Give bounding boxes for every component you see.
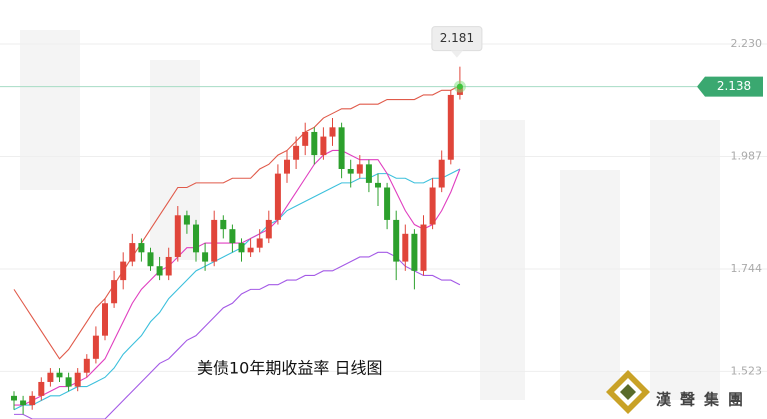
logo: 漢聲集團 <box>606 370 752 414</box>
candle-body <box>29 395 36 406</box>
candle-body <box>347 168 354 174</box>
candle-body <box>311 131 318 156</box>
candle-body <box>74 372 81 387</box>
logo-text: 漢聲集團 <box>656 391 752 409</box>
candle-body <box>65 377 72 387</box>
candle-body <box>47 372 54 382</box>
candle-body <box>56 372 63 378</box>
candle-body <box>165 256 172 276</box>
candle-body <box>384 187 391 220</box>
plot: 2.181 <box>0 26 767 419</box>
candle-body <box>320 136 327 156</box>
indicator-line <box>14 149 461 406</box>
candle-body <box>102 303 108 336</box>
candle-body <box>274 173 281 220</box>
candle-body <box>429 187 436 225</box>
building <box>20 30 80 190</box>
candle-body <box>183 215 190 225</box>
price-dot <box>456 83 463 90</box>
building <box>560 170 620 400</box>
candle-body <box>375 182 381 188</box>
building <box>650 120 720 400</box>
candle-body <box>238 243 245 253</box>
candle-body <box>365 164 372 183</box>
candle-body <box>293 145 300 160</box>
candle-body <box>156 266 163 276</box>
y-tick-label: 1.987 <box>731 149 763 162</box>
candle-body <box>20 400 27 406</box>
price-tag <box>697 76 763 97</box>
candle-body <box>92 335 99 359</box>
candle-body <box>402 233 409 262</box>
candle-body <box>247 247 254 253</box>
candle-body <box>393 219 400 262</box>
candle-body <box>356 164 363 174</box>
candle-body <box>265 219 272 239</box>
candle-body <box>438 159 445 188</box>
candle-body <box>138 243 145 253</box>
logo-core <box>620 384 636 400</box>
candle-body <box>202 252 209 262</box>
candle-body <box>38 381 45 396</box>
candle-body <box>147 252 154 267</box>
candle-body <box>256 238 263 248</box>
candle-body <box>338 127 345 169</box>
candle-body <box>83 358 90 373</box>
candle-body <box>411 233 418 271</box>
candle-body <box>120 261 127 281</box>
tooltip-arrow <box>450 50 463 58</box>
candle-body <box>284 159 290 174</box>
candle-body <box>229 229 236 244</box>
y-tick-label: 2.230 <box>731 37 763 50</box>
y-tick-label: 1.523 <box>731 364 763 377</box>
chart-title: 美债10年期收益率 日线图 <box>197 359 382 378</box>
indicator-line <box>13 85 461 360</box>
candle-body <box>193 224 199 253</box>
candle-body <box>220 219 227 230</box>
indicator-line <box>13 168 461 411</box>
indicator-line <box>14 251 461 419</box>
candle-body <box>302 131 309 146</box>
candle-body <box>129 243 136 262</box>
candle-body <box>420 224 427 271</box>
candle-body <box>211 219 218 262</box>
building <box>480 120 525 400</box>
candle-body <box>174 215 181 257</box>
candle-body <box>329 127 336 137</box>
watermark-buildings <box>20 30 720 400</box>
tooltip-label: 2.181 <box>440 31 474 45</box>
candle-body <box>11 395 17 401</box>
price-tag-label: 2.138 <box>717 79 751 93</box>
candle-body <box>111 280 118 304</box>
candle-body <box>447 94 454 160</box>
y-tick-label: 1.744 <box>731 262 763 275</box>
